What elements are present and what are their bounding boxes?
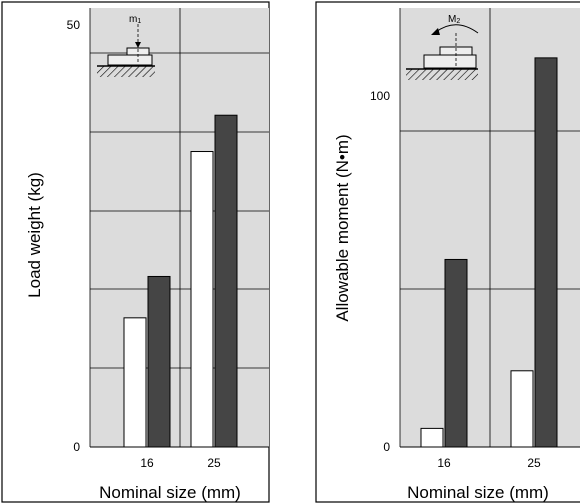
bar-series2-25 bbox=[214, 114, 238, 448]
x-tick-label: 25 bbox=[207, 456, 221, 470]
x-tick-label: 16 bbox=[437, 456, 451, 470]
y-axis-title: Allowable moment (N•m) bbox=[333, 134, 352, 321]
x-axis-title: Nominal size (mm) bbox=[99, 483, 241, 502]
y-tick-label: 0 bbox=[73, 440, 80, 454]
rail bbox=[423, 54, 477, 69]
load-diagram-icon: m1 bbox=[97, 14, 155, 77]
load-arrow-icon bbox=[135, 42, 141, 48]
bar-series2-16 bbox=[147, 275, 171, 448]
x-tick-label: 25 bbox=[527, 456, 541, 470]
x-tick-label: 16 bbox=[140, 456, 154, 470]
rotation-arrow-icon bbox=[431, 28, 440, 35]
y-tick-label: 100 bbox=[370, 89, 390, 103]
y-tick-label: 0 bbox=[383, 440, 390, 454]
plot-area bbox=[90, 8, 269, 447]
ground-hatch bbox=[406, 69, 478, 80]
rail bbox=[107, 54, 153, 66]
bar-series1-16 bbox=[123, 317, 147, 448]
y-tick-labels: 0 100 bbox=[370, 89, 390, 454]
bar-series1-25 bbox=[190, 151, 214, 448]
moment-label: M2 bbox=[448, 14, 460, 25]
load-label: m1 bbox=[129, 14, 141, 25]
bar-series2-16 bbox=[444, 258, 468, 448]
y-tick-labels: 0 50 bbox=[67, 18, 81, 454]
bar-series1-25 bbox=[510, 370, 534, 448]
moment-diagram-icon: M2 bbox=[406, 14, 479, 80]
chart-load-weight: 050 16 25 Load weight (kg) Nominal size (… bbox=[1, 1, 270, 503]
bars bbox=[420, 57, 558, 448]
x-tick-labels: 16 25 bbox=[140, 456, 221, 470]
ground-hatch bbox=[97, 66, 155, 77]
bar-series1-16 bbox=[420, 427, 444, 448]
y-tick-label: 50 bbox=[67, 18, 81, 32]
y-axis-title: Load weight (kg) bbox=[25, 172, 44, 298]
moment-arc bbox=[435, 24, 479, 34]
bar-series2-25 bbox=[534, 57, 558, 448]
bars bbox=[123, 114, 238, 448]
x-tick-labels: 16 25 bbox=[437, 456, 541, 470]
x-axis-title: Nominal size (mm) bbox=[407, 483, 549, 502]
gridlines bbox=[89, 8, 269, 448]
